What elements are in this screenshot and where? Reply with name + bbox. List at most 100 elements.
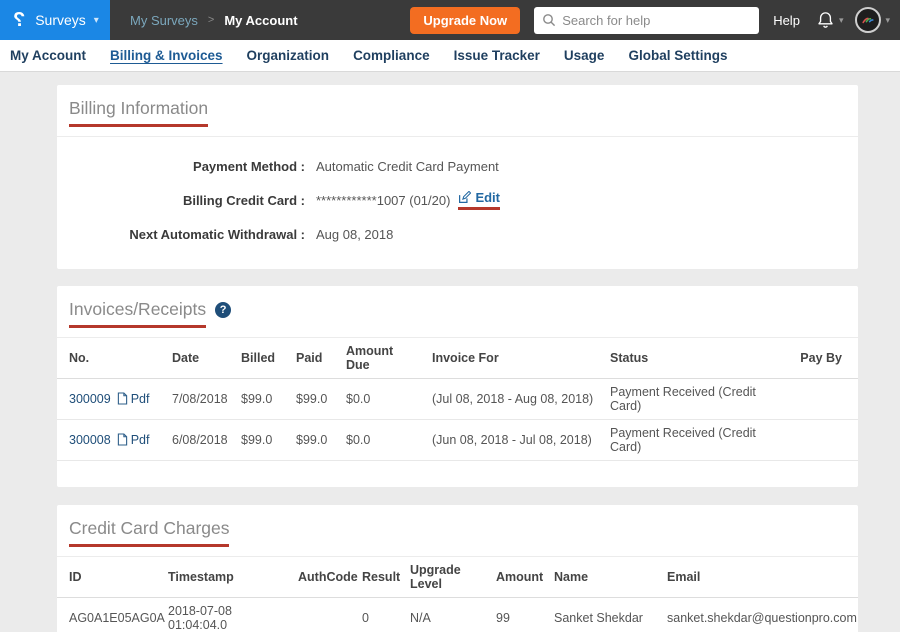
invoice-paid-cell: $99.0 — [284, 420, 334, 461]
tab-global-settings[interactable]: Global Settings — [628, 48, 727, 63]
notifications-button[interactable]: ▾ — [816, 10, 844, 30]
breadcrumb: My Surveys > My Account — [130, 0, 298, 40]
invoice-billed-cell: $99.0 — [229, 379, 284, 420]
topbar-spacer — [298, 0, 411, 40]
invoice-number-link[interactable]: 300009 — [69, 392, 111, 406]
invoice-date-cell: 7/08/2018 — [160, 379, 229, 420]
col-pay-by: Pay By — [788, 338, 858, 379]
edit-icon — [458, 191, 471, 204]
invoices-table: No. Date Billed Paid Amount Due Invoice … — [57, 338, 858, 461]
invoice-number-link[interactable]: 300008 — [69, 433, 111, 447]
billing-information-header: Billing Information — [57, 85, 858, 137]
charge-name-cell: Sanket Shekdar — [542, 598, 655, 632]
avatar — [855, 7, 881, 33]
pdf-icon — [117, 433, 128, 446]
questionpro-logo-icon: ? — [13, 9, 25, 32]
next-withdrawal-row: Next Automatic Withdrawal : Aug 08, 2018 — [57, 217, 858, 251]
help-icon[interactable]: ? — [215, 302, 231, 318]
col-date: Date — [160, 338, 229, 379]
billing-credit-card-row: Billing Credit Card : ************1007 (… — [57, 183, 858, 217]
charge-timestamp-cell: 2018-07-08 01:04:04.0 — [156, 598, 286, 632]
invoice-for-cell: (Jun 08, 2018 - Jul 08, 2018) — [420, 420, 598, 461]
breadcrumb-parent[interactable]: My Surveys — [130, 13, 198, 28]
masked-card-number: ************1007 (01/20) — [316, 193, 450, 208]
invoice-for-cell: (Jul 08, 2018 - Aug 08, 2018) — [420, 379, 598, 420]
invoice-amount-due-cell: $0.0 — [334, 379, 420, 420]
invoice-status-cell: Payment Received (Credit Card) — [598, 420, 788, 461]
payment-method-value: Automatic Credit Card Payment — [316, 159, 499, 174]
avatar-swoosh-icon — [860, 12, 876, 28]
tab-usage[interactable]: Usage — [564, 48, 605, 63]
next-withdrawal-label: Next Automatic Withdrawal : — [57, 227, 305, 242]
credit-card-charges-header: Credit Card Charges — [57, 505, 858, 557]
charge-upgrade-level-cell: N/A — [398, 598, 484, 632]
col-amount: Amount — [484, 557, 542, 598]
col-id: ID — [57, 557, 156, 598]
invoice-billed-cell: $99.0 — [229, 420, 284, 461]
account-nav: My Account Billing & Invoices Organizati… — [0, 40, 900, 72]
pdf-link-label: Pdf — [131, 433, 150, 447]
pdf-link[interactable]: Pdf — [117, 433, 150, 447]
charge-amount-cell: 99 — [484, 598, 542, 632]
edit-credit-card-link[interactable]: Edit — [458, 190, 500, 210]
account-menu[interactable]: ▾ — [855, 7, 890, 33]
charges-header-row: ID Timestamp AuthCode Result Upgrade Lev… — [57, 557, 858, 598]
credit-card-charges-title: Credit Card Charges — [69, 518, 229, 547]
invoices-header-row: No. Date Billed Paid Amount Due Invoice … — [57, 338, 858, 379]
col-status: Status — [598, 338, 788, 379]
col-authcode: AuthCode — [286, 557, 350, 598]
tab-billing-invoices[interactable]: Billing & Invoices — [110, 48, 223, 63]
payment-method-row: Payment Method : Automatic Credit Card P… — [57, 149, 858, 183]
col-timestamp: Timestamp — [156, 557, 286, 598]
col-invoice-for: Invoice For — [420, 338, 598, 379]
col-no: No. — [57, 338, 160, 379]
charge-email-cell: sanket.shekdar@questionpro.com — [655, 598, 858, 632]
chevron-down-icon: ▾ — [94, 15, 99, 26]
edit-link-label: Edit — [475, 190, 500, 205]
invoice-paid-cell: $99.0 — [284, 379, 334, 420]
tab-my-account[interactable]: My Account — [10, 48, 86, 63]
invoice-pay-by-cell — [788, 420, 858, 461]
help-search — [534, 7, 759, 34]
col-billed: Billed — [229, 338, 284, 379]
col-upgrade-level: Upgrade Level — [398, 557, 484, 598]
search-icon — [542, 13, 556, 27]
invoices-receipts-card: Invoices/Receipts ? No. Date Billed Paid… — [57, 286, 858, 487]
topbar-actions: Upgrade Now Help ▾ ▾ — [410, 0, 900, 40]
invoice-row: 300009 Pdf 7/08/2018 $99.0 $99.0 $0.0 (Ju… — [57, 379, 858, 420]
breadcrumb-separator: > — [208, 14, 214, 26]
tab-issue-tracker[interactable]: Issue Tracker — [454, 48, 540, 63]
col-amount-due: Amount Due — [334, 338, 420, 379]
bell-icon — [816, 10, 835, 30]
help-link[interactable]: Help — [773, 13, 800, 28]
billing-information-card: Billing Information Payment Method : Aut… — [57, 85, 858, 269]
pdf-link[interactable]: Pdf — [117, 392, 150, 406]
invoice-no-cell: 300009 Pdf — [57, 379, 160, 420]
invoices-receipts-header: Invoices/Receipts ? — [57, 286, 858, 338]
product-switcher[interactable]: ? Surveys ▾ — [0, 0, 110, 40]
credit-card-charges-card: Credit Card Charges ID Timestamp AuthCod… — [57, 505, 858, 632]
col-email: Email — [655, 557, 858, 598]
charge-id-cell: AG0A1E05AG0A — [57, 598, 156, 632]
chevron-down-icon: ▾ — [839, 15, 844, 26]
search-input[interactable] — [534, 7, 759, 34]
upgrade-now-button[interactable]: Upgrade Now — [410, 7, 520, 34]
payment-method-label: Payment Method : — [57, 159, 305, 174]
breadcrumb-current: My Account — [224, 13, 297, 28]
billing-credit-card-value: ************1007 (01/20) Edit — [316, 190, 500, 210]
pdf-icon — [117, 392, 128, 405]
card-bottom-padding — [57, 461, 858, 487]
invoices-receipts-title: Invoices/Receipts — [69, 299, 206, 328]
charge-result-cell: 0 — [350, 598, 398, 632]
charge-row: AG0A1E05AG0A 2018-07-08 01:04:04.0 0 N/A… — [57, 598, 858, 632]
credit-card-charges-table: ID Timestamp AuthCode Result Upgrade Lev… — [57, 557, 858, 632]
billing-credit-card-label: Billing Credit Card : — [57, 193, 305, 208]
col-paid: Paid — [284, 338, 334, 379]
billing-information-title: Billing Information — [69, 98, 208, 127]
tab-organization[interactable]: Organization — [247, 48, 330, 63]
tab-compliance[interactable]: Compliance — [353, 48, 430, 63]
invoice-pay-by-cell — [788, 379, 858, 420]
invoice-row: 300008Pdf 6/08/2018 $99.0 $99.0 $0.0 (Ju… — [57, 420, 858, 461]
product-menu-label: Surveys — [35, 12, 86, 28]
invoice-date-cell: 6/08/2018 — [160, 420, 229, 461]
